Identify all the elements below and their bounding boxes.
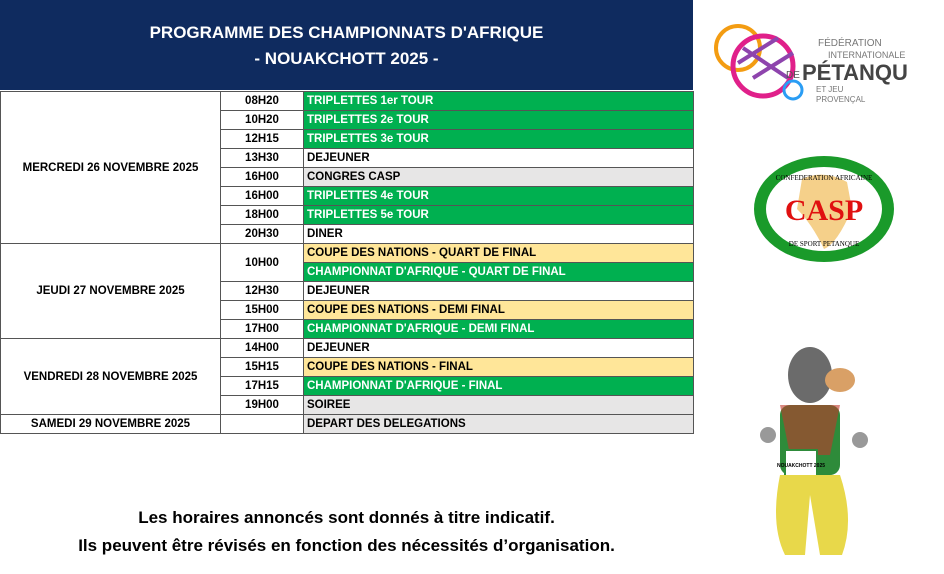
table-row: 15H15 COUPE DES NATIONS - FINAL	[1, 357, 694, 377]
table-row: VENDREDI 28 NOVEMBRE 2025 14H00 DEJEUNER	[0, 338, 694, 415]
table-row: 19H00 SOIREE	[1, 395, 694, 415]
table-row: 10H20 TRIPLETTES 2e TOUR	[1, 110, 694, 130]
time-cell: 17H15	[220, 376, 304, 396]
header-title: PROGRAMME DES CHAMPIONNATS D'AFRIQUE	[149, 23, 544, 42]
event-cell: CHAMPIONNAT D'AFRIQUE - DEMI FINAL	[303, 319, 694, 339]
event-cell: CONGRES CASP	[303, 167, 694, 187]
time-cell: 17H00	[220, 319, 304, 339]
time-cell: 10H00	[220, 243, 304, 282]
schedule-header: PROGRAMME DES CHAMPIONNATS D'AFRIQUE - N…	[0, 0, 693, 90]
event-cell: CHAMPIONNAT D'AFRIQUE - FINAL	[303, 376, 694, 396]
header-subtitle: - NOUAKCHOTT 2025 -	[254, 49, 439, 68]
event-cell: COUPE DES NATIONS - DEMI FINAL	[303, 300, 694, 320]
casp-logo: CASP CONFEDERATION AFRICAINE DE SPORT PE…	[754, 156, 894, 262]
time-cell: 18H00	[220, 205, 304, 225]
event-cell: TRIPLETTES 5e TOUR	[303, 205, 694, 225]
time-cell: 08H20	[220, 91, 304, 111]
event-cell: DEJEUNER	[303, 281, 694, 301]
time-cell: 19H00	[220, 395, 304, 415]
day-cell: JEUDI 27 NOVEMBRE 2025	[0, 243, 221, 339]
time-cell: 15H00	[220, 300, 304, 320]
time-cell: 14H00	[220, 338, 304, 358]
table-row: JEUDI 27 NOVEMBRE 2025 10H00 COUPE DES NAT…	[0, 243, 694, 339]
table-row: 20H30 DINER	[1, 224, 694, 244]
day-cell: SAMEDI 29 NOVEMBRE 2025	[0, 414, 221, 434]
table-row: 13H30 DEJEUNER	[1, 148, 694, 168]
time-cell: 16H00	[220, 186, 304, 206]
event-cell: COUPE DES NATIONS - QUART DE FINAL	[303, 243, 694, 263]
table-row: CHAMPIONNAT D'AFRIQUE - QUART DE FINAL	[1, 262, 694, 282]
time-cell: 12H30	[220, 281, 304, 301]
time-cell: 16H00	[220, 167, 304, 187]
casp-text: CONFEDERATION AFRICAINE	[776, 174, 873, 182]
mascot-camel: NOUAKCHOTT 2025	[760, 347, 868, 555]
event-cell: SOIREE	[303, 395, 694, 415]
fipjp-text: ET JEU	[816, 85, 844, 94]
event-cell: DINER	[303, 224, 694, 244]
schedule-table: MERCREDI 26 NOVEMBRE 2025 08H20 TRIPLETTES…	[0, 91, 694, 434]
event-cell: TRIPLETTES 4e TOUR	[303, 186, 694, 206]
casp-text: CASP	[785, 194, 863, 227]
disclaimer-line-2: Ils peuvent être révisés en fonction des…	[78, 536, 615, 555]
event-cell: CHAMPIONNAT D'AFRIQUE - QUART DE FINAL	[303, 262, 694, 282]
time-cell: 10H20	[220, 110, 304, 130]
mascot-banner: NOUAKCHOTT 2025	[777, 463, 825, 469]
fipjp-text: FÉDÉRATION	[818, 36, 882, 49]
event-cell: DEJEUNER	[303, 148, 694, 168]
event-cell: TRIPLETTES 1er TOUR	[303, 91, 694, 111]
time-cell: 20H30	[220, 224, 304, 244]
event-cell: TRIPLETTES 2e TOUR	[303, 110, 694, 130]
time-cell: 12H15	[220, 129, 304, 149]
event-cell: TRIPLETTES 3e TOUR	[303, 129, 694, 149]
time-cell: 15H15	[220, 357, 304, 377]
day-cell: VENDREDI 28 NOVEMBRE 2025	[0, 338, 221, 415]
event-cell: DEPART DES DELEGATIONS	[303, 414, 694, 434]
table-row: 12H15 TRIPLETTES 3e TOUR	[1, 129, 694, 149]
time-cell	[220, 414, 304, 434]
table-row: SAMEDI 29 NOVEMBRE 2025 DEPART DES DELEGA…	[0, 414, 694, 434]
day-cell: MERCREDI 26 NOVEMBRE 2025	[0, 91, 221, 244]
fipjp-text: DE	[786, 70, 800, 81]
time-cell: 13H30	[220, 148, 304, 168]
fipjp-text: INTERNATIONALE	[828, 50, 905, 60]
table-row: 15H00 COUPE DES NATIONS - DEMI FINAL	[1, 300, 694, 320]
event-cell: COUPE DES NATIONS - FINAL	[303, 357, 694, 377]
disclaimer-line-1: Les horaires annoncés sont donnés à titr…	[138, 508, 555, 527]
fipjp-text: PROVENÇAL	[816, 95, 866, 104]
casp-text: DE SPORT PETANQUE	[789, 240, 859, 248]
table-row: 12H30 DEJEUNER	[1, 281, 694, 301]
table-row: MERCREDI 26 NOVEMBRE 2025 08H20 TRIPLETTES…	[0, 91, 694, 244]
event-cell: DEJEUNER	[303, 338, 694, 358]
table-row: 18H00 TRIPLETTES 5e TOUR	[1, 205, 694, 225]
